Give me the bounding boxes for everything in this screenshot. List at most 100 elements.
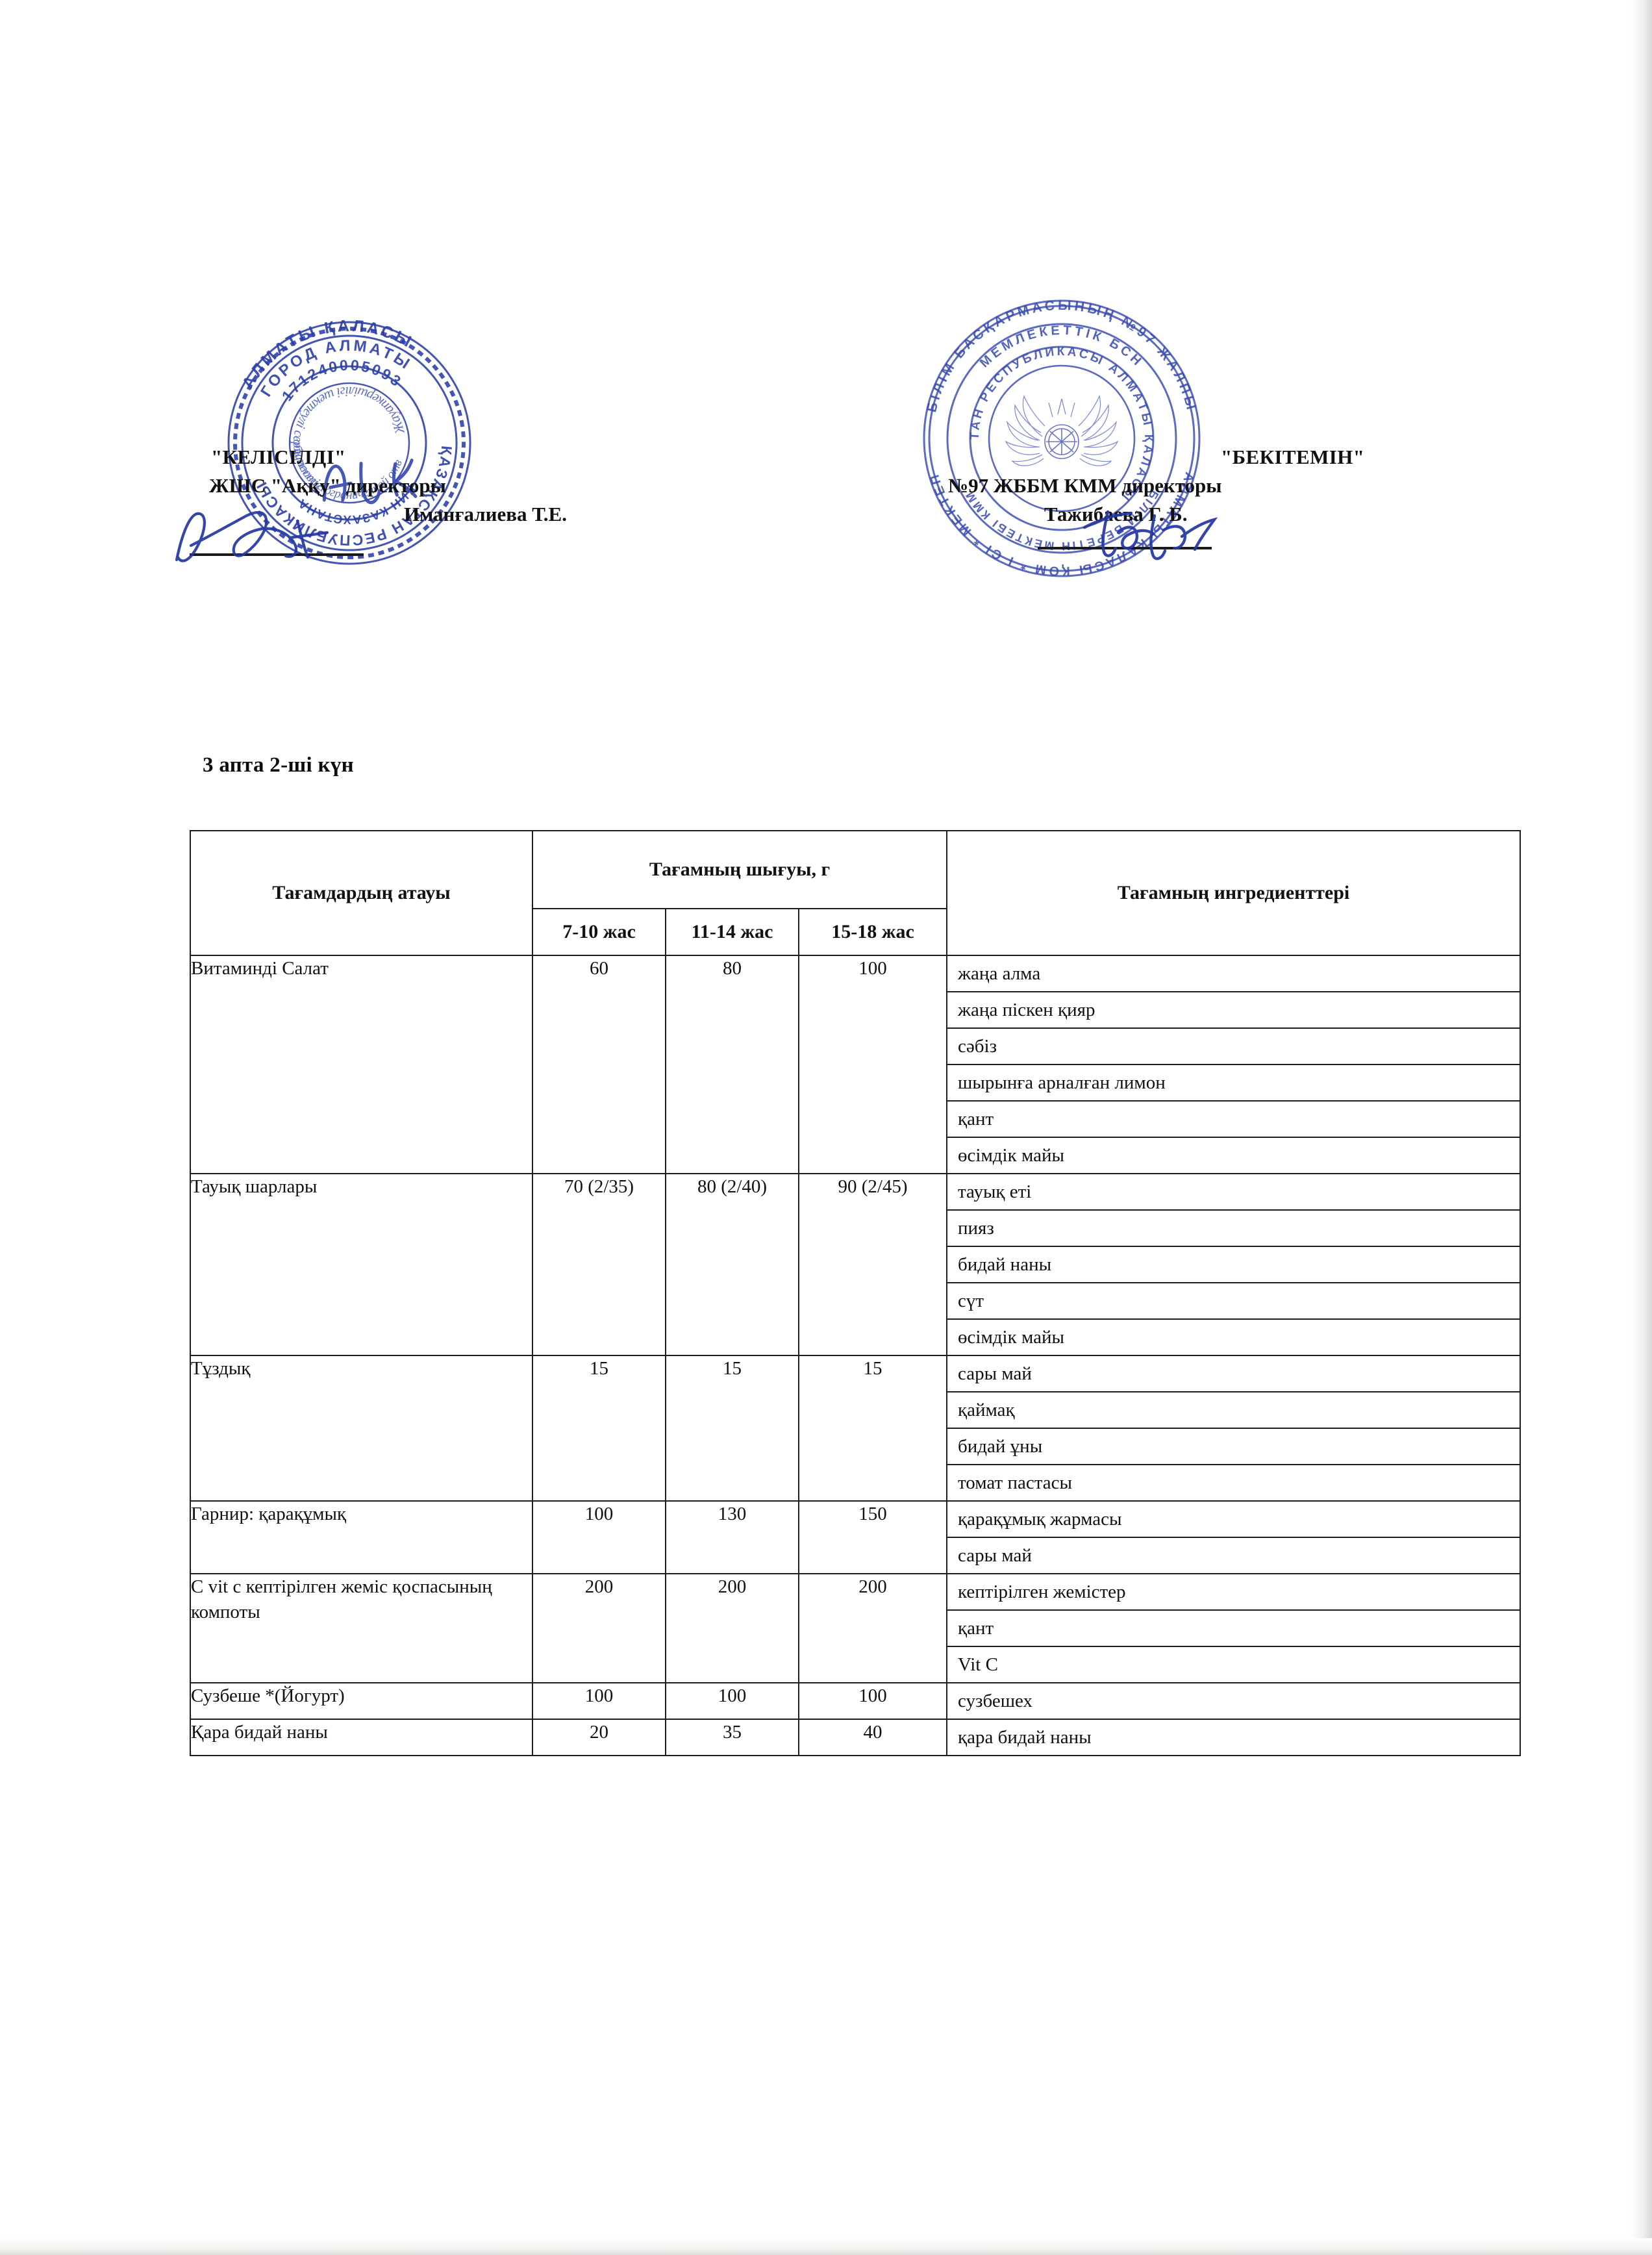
scan-edge-bottom xyxy=(0,2238,1652,2255)
qty-15-18-cell: 40 xyxy=(797,1719,948,1756)
list-item: жаңа піскен қияр xyxy=(947,992,1520,1029)
ingredient-text: өсімдік майы xyxy=(958,1144,1064,1166)
qty-15-18-cell: 100 xyxy=(797,1682,948,1720)
ingredient-list: сузбешех xyxy=(947,1683,1520,1719)
table-row: Тауық шарлары 70 (2/35) 80 (2/40) 90 (2/… xyxy=(190,1173,1521,1356)
ingredient-text: қант xyxy=(947,1610,1520,1647)
approval-right-org: №97 ЖББМ КММ директоры xyxy=(948,474,1222,498)
list-item: сары май xyxy=(947,1537,1520,1573)
signature-left xyxy=(168,500,375,581)
ingredient-text: қант xyxy=(947,1101,1520,1138)
table-row: Тұздық 15 15 15 сары май қаймақ бидай ұн… xyxy=(190,1355,1521,1502)
ingredient-list: тауық еті пияз бидай наны сүт өсімдік ма… xyxy=(947,1174,1520,1355)
approval-right-heading: "БЕКІТЕМІН" xyxy=(1221,446,1365,468)
list-item: қаймақ xyxy=(947,1392,1520,1429)
list-item: томат пастасы xyxy=(947,1465,1520,1500)
list-item: тауық еті xyxy=(947,1174,1520,1211)
dish-name-cell: C vit с кептірілген жеміс қоспасының ком… xyxy=(190,1573,533,1683)
list-item: сүт xyxy=(947,1283,1520,1320)
approval-block-right: "БЕКІТЕМІН" №97 ЖББМ КММ директоры Тажиб… xyxy=(948,443,1364,529)
ingredient-text: пияз xyxy=(947,1210,1520,1247)
ingredient-text: сары май xyxy=(958,1544,1032,1566)
qty-7-10-cell: 20 xyxy=(532,1719,666,1756)
qty-11-14-cell: 35 xyxy=(665,1719,799,1756)
ingredient-text: Vit C xyxy=(958,1654,998,1675)
menu-table-body: Витаминді Салат 60 80 100 жаңа алма жаңа… xyxy=(190,955,1521,1756)
qty-7-10-cell: 200 xyxy=(532,1573,666,1683)
table-header-row-2: 7-10 жас 11-14 жас 15-18 жас xyxy=(190,908,1520,956)
ingredients-cell: жаңа алма жаңа піскен қияр сәбіз шырынға… xyxy=(946,955,1521,1174)
signature-rule-left xyxy=(190,553,364,556)
table-row: Қара бидай наны 20 35 40 қара бидай наны xyxy=(190,1719,1521,1756)
svg-text:БІЛІМ БАСҚАРМАСЫНЫҢ №97 ЖАЛПЫ: БІЛІМ БАСҚАРМАСЫНЫҢ №97 ЖАЛПЫ xyxy=(924,298,1199,414)
svg-text:АЛМАТЫ ҚАЛАСЫ: АЛМАТЫ ҚАЛАСЫ xyxy=(230,303,421,395)
qty-11-14-cell: 80 (2/40) xyxy=(665,1173,799,1356)
ingredient-text: өсімдік майы xyxy=(958,1326,1064,1348)
approval-left-person: Иманғалиева Т.Е. xyxy=(404,503,567,526)
list-item: қант xyxy=(947,1101,1520,1138)
qty-11-14-cell: 15 xyxy=(665,1355,799,1502)
header-age-7-10: 7-10 жас xyxy=(532,908,666,956)
signature-right xyxy=(1078,499,1227,573)
ingredients-cell: қара бидай наны xyxy=(946,1719,1521,1756)
ingredient-text: сузбешех xyxy=(958,1690,1033,1711)
ingredient-text: кептірілген жемістер xyxy=(947,1574,1520,1611)
list-item: қарақұмық жармасы xyxy=(947,1502,1520,1538)
ingredient-text: томат пастасы xyxy=(958,1472,1072,1493)
ingredient-text: тауық еті xyxy=(947,1174,1520,1211)
qty-11-14-cell: 130 xyxy=(665,1500,799,1574)
header-age-15-18: 15-18 жас xyxy=(797,908,948,956)
dish-name-cell: Тауық шарлары xyxy=(190,1173,533,1356)
page-title: 3 апта 2-ші күн xyxy=(203,753,354,777)
ingredient-text: бидай ұны xyxy=(947,1428,1520,1465)
ingredient-text: сәбіз xyxy=(947,1028,1520,1065)
qty-15-18-cell: 100 xyxy=(797,955,948,1174)
ingredient-list: кептірілген жемістер қант Vit C xyxy=(947,1574,1520,1682)
table-row: Витаминді Салат 60 80 100 жаңа алма жаңа… xyxy=(190,955,1521,1174)
header-output-group: Тағамның шығуы, г xyxy=(531,830,948,909)
list-item: кептірілген жемістер xyxy=(947,1574,1520,1611)
ingredient-list: жаңа алма жаңа піскен қияр сәбіз шырынға… xyxy=(947,956,1520,1173)
dish-name-cell: Сузбеше *(Йогурт) xyxy=(190,1682,533,1720)
list-item: өсімдік майы xyxy=(947,1319,1520,1355)
ingredients-cell: сары май қаймақ бидай ұны томат пастасы xyxy=(946,1355,1521,1502)
ingredient-text: жаңа піскен қияр xyxy=(947,992,1520,1029)
approval-left-org: ЖШС "Аққу" директоры xyxy=(209,474,446,498)
list-item: сары май xyxy=(947,1356,1520,1392)
dish-name-cell: Гарнир: қарақұмық xyxy=(190,1500,533,1574)
qty-15-18-cell: 200 xyxy=(797,1573,948,1683)
scan-edge-right xyxy=(1630,0,1652,2255)
qty-7-10-cell: 15 xyxy=(532,1355,666,1502)
header-age-11-14: 11-14 жас xyxy=(665,908,799,956)
approval-left-heading: "КЕЛІСІЛДІ" xyxy=(211,446,346,468)
ingredient-text: қаймақ xyxy=(947,1392,1520,1429)
dish-name-cell: Витаминді Салат xyxy=(190,955,533,1174)
list-item: бидай наны xyxy=(947,1246,1520,1283)
ingredient-text: сүт xyxy=(947,1283,1520,1320)
header-dish-name: Тағамдардың атауы xyxy=(190,830,533,956)
ingredients-cell: сузбешех xyxy=(946,1682,1521,1720)
ingredients-cell: қарақұмық жармасы сары май xyxy=(946,1500,1521,1574)
dish-name-cell: Тұздық xyxy=(190,1355,533,1502)
qty-15-18-cell: 150 xyxy=(797,1500,948,1574)
header-ingredients: Тағамның ингредиенттері xyxy=(946,830,1521,956)
ingredients-cell: тауық еті пияз бидай наны сүт өсімдік ма… xyxy=(946,1173,1521,1356)
list-item: шырынға арналған лимон xyxy=(947,1065,1520,1102)
qty-11-14-cell: 80 xyxy=(665,955,799,1174)
list-item: сәбіз xyxy=(947,1028,1520,1065)
svg-text:МЕМЛЕКЕТТІК БСН: МЕМЛЕКЕТТІК БСН xyxy=(977,323,1146,371)
qty-11-14-cell: 200 xyxy=(665,1573,799,1683)
table-row: Сузбеше *(Йогурт) 100 100 100 сузбешех xyxy=(190,1682,1521,1720)
list-item: Vit C xyxy=(947,1646,1520,1682)
svg-text:171240005093: 171240005093 xyxy=(273,345,408,412)
list-item: қант xyxy=(947,1610,1520,1647)
list-item: өсімдік майы xyxy=(947,1137,1520,1173)
ingredient-list: сары май қаймақ бидай ұны томат пастасы xyxy=(947,1356,1520,1500)
menu-table: Тағамдардың атауы Тағамның шығуы, г Таға… xyxy=(190,830,1521,1756)
qty-7-10-cell: 60 xyxy=(532,955,666,1174)
ingredients-cell: кептірілген жемістер қант Vit C xyxy=(946,1573,1521,1683)
ingredient-text: қара бидай наны xyxy=(958,1726,1092,1748)
ingredient-text: бидай наны xyxy=(947,1246,1520,1283)
qty-11-14-cell: 100 xyxy=(665,1682,799,1720)
